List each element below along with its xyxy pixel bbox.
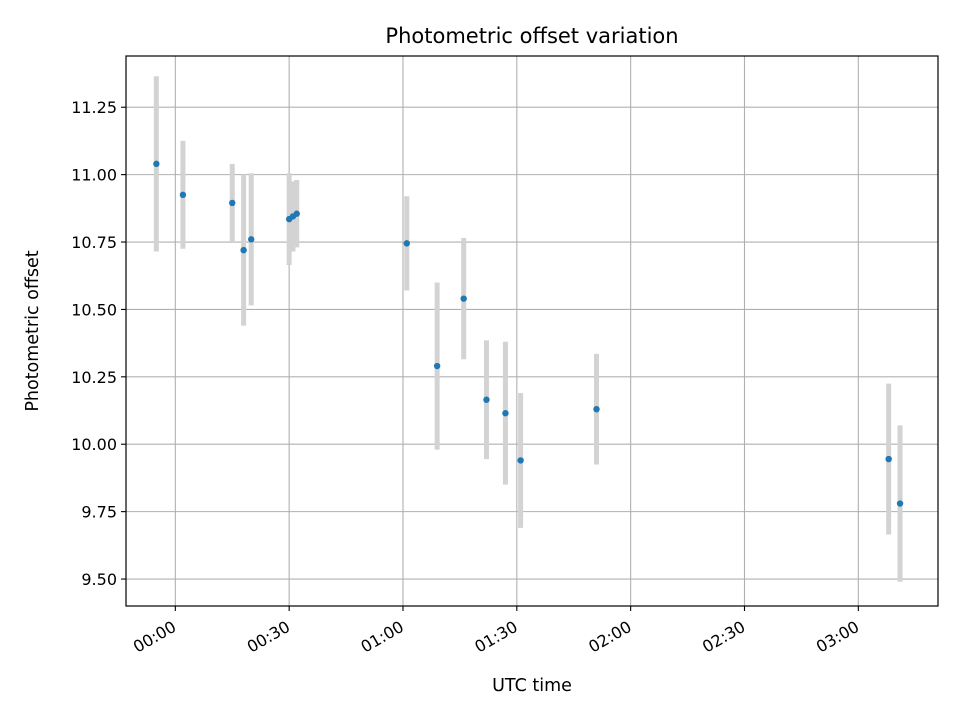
- data-points: [153, 160, 904, 507]
- data-point: [593, 405, 600, 413]
- grid: [126, 56, 938, 606]
- y-tick-label: 10.00: [71, 435, 117, 454]
- data-point: [483, 396, 490, 403]
- data-point: [460, 295, 467, 302]
- data-point: [433, 362, 441, 370]
- y-axis-label: Photometric offset: [23, 250, 43, 411]
- plot-frame: [125, 55, 939, 607]
- data-point: [179, 191, 187, 199]
- y-tick-label: 9.50: [81, 570, 117, 589]
- data-point: [885, 455, 892, 463]
- data-point: [517, 457, 524, 464]
- x-axis-label: UTC time: [492, 676, 572, 696]
- y-tick-label: 10.50: [71, 300, 117, 319]
- y-tick-label: 10.75: [71, 233, 117, 252]
- data-point: [153, 160, 160, 168]
- data-point: [229, 199, 236, 207]
- y-axis: 9.50 9.75 10.00 10.25 10.50 10.75 11.00 11.25: [71, 98, 126, 589]
- data-point: [403, 240, 410, 247]
- data-point: [896, 500, 904, 507]
- chart-title: Photometric offset variation: [385, 24, 678, 48]
- data-point: [293, 210, 300, 217]
- data-point: [248, 236, 255, 243]
- data-point: [502, 410, 509, 417]
- y-tick-label: 10.25: [71, 368, 117, 387]
- y-tick-label: 11.25: [71, 98, 117, 117]
- y-tick-label: 11.00: [71, 166, 117, 185]
- y-tick-label: 9.75: [81, 503, 117, 522]
- data-point: [240, 246, 247, 254]
- plot-area: [126, 56, 938, 606]
